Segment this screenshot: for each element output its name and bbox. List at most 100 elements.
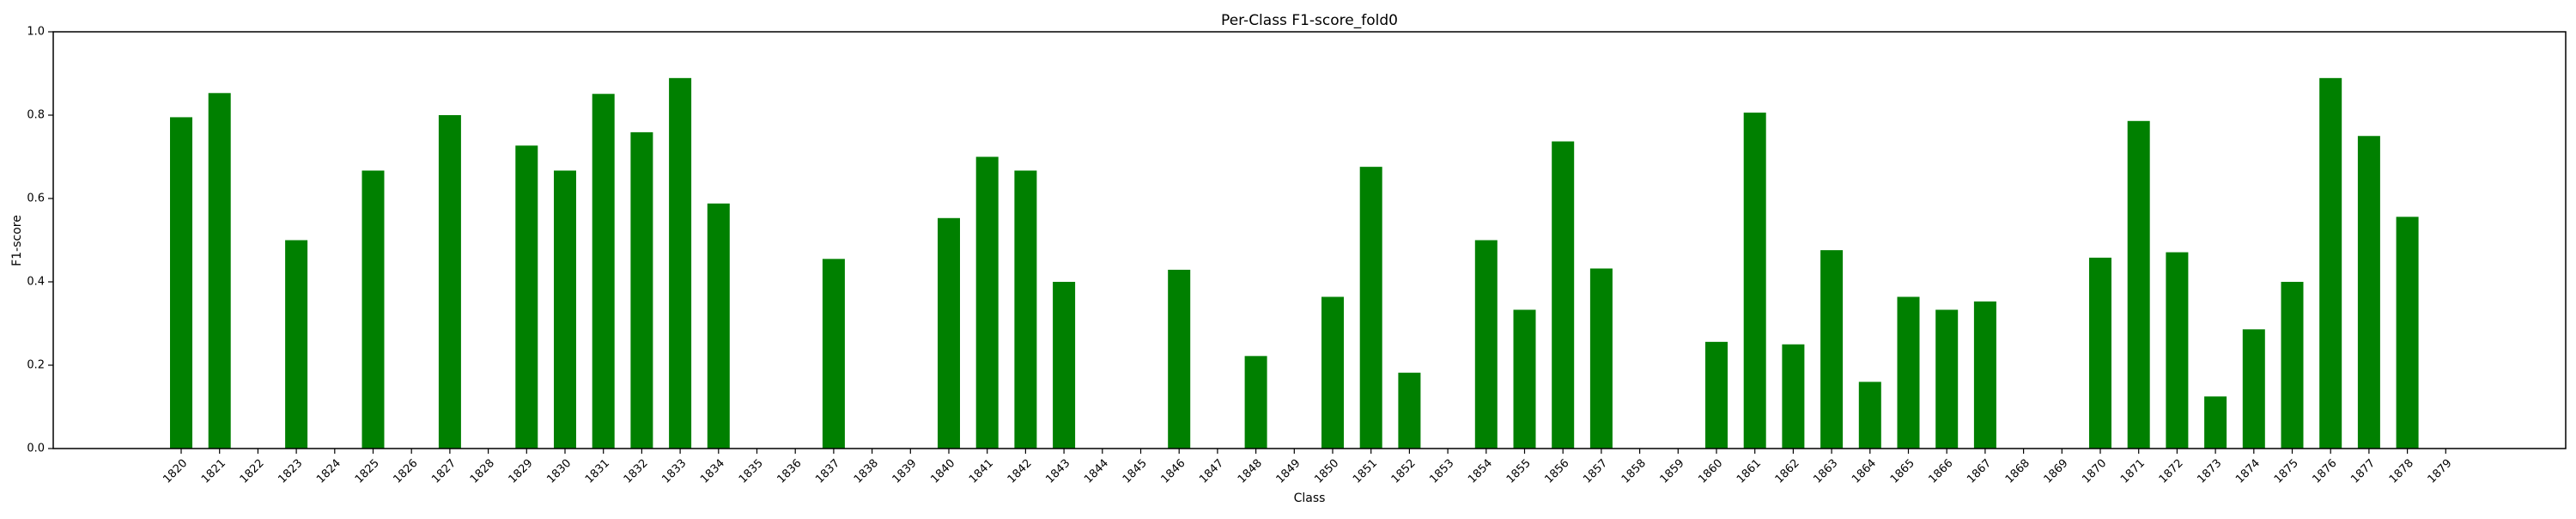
bar-1854 xyxy=(1474,240,1498,449)
bar-1878 xyxy=(2396,217,2419,449)
x-tick-label: 1874 xyxy=(2233,457,2263,486)
bar-1872 xyxy=(2166,252,2189,449)
bar-1863 xyxy=(1820,250,1844,449)
x-tick-label: 1825 xyxy=(353,457,382,486)
bar-1831 xyxy=(592,94,615,449)
x-tick-label: 1820 xyxy=(161,457,190,486)
x-tick-label: 1844 xyxy=(1082,457,1111,486)
bar-1827 xyxy=(438,115,461,449)
bar-1862 xyxy=(1782,344,1805,449)
x-tick-label: 1846 xyxy=(1158,457,1188,486)
x-tick-label: 1822 xyxy=(238,457,267,486)
x-tick-label: 1861 xyxy=(1735,457,1764,486)
bar-1876 xyxy=(2319,77,2342,449)
bar-1873 xyxy=(2204,396,2227,449)
x-tick-label: 1826 xyxy=(391,457,420,486)
x-axis-label: Class xyxy=(1294,492,1326,505)
y-tick-label: 0.2 xyxy=(27,359,45,372)
bar-1865 xyxy=(1897,296,1920,449)
x-tick-label: 1868 xyxy=(2003,457,2032,486)
y-axis: 0.0 0.2 0.4 0.6 0.8 1.0 xyxy=(27,26,53,455)
x-tick-label: 1848 xyxy=(1236,457,1265,486)
bar-1837 xyxy=(822,259,845,449)
x-tick-label: 1871 xyxy=(2118,457,2148,486)
x-tick-label: 1869 xyxy=(2042,457,2071,486)
x-tick-label: 1879 xyxy=(2426,457,2455,486)
bar-1820 xyxy=(170,117,192,449)
x-tick-label: 1823 xyxy=(276,457,305,486)
bar-1860 xyxy=(1705,341,1728,449)
bar-1843 xyxy=(1053,282,1076,449)
x-tick-label: 1862 xyxy=(1773,457,1802,486)
x-tick-label: 1860 xyxy=(1696,457,1725,486)
bar-1832 xyxy=(630,131,653,449)
x-axis: 1820 1821 1822 1823 1824 1825 1826 1827 1828 1829… xyxy=(161,449,2455,486)
bar-1840 xyxy=(938,217,960,449)
x-tick-label: 1839 xyxy=(890,457,920,486)
x-tick-label: 1865 xyxy=(1888,457,1917,486)
x-tick-label: 1876 xyxy=(2310,457,2339,486)
y-tick-label: 0.6 xyxy=(27,192,45,205)
bar-1846 xyxy=(1168,269,1191,449)
x-tick-label: 1875 xyxy=(2272,457,2301,486)
x-tick-label: 1841 xyxy=(967,457,996,486)
x-tick-label: 1855 xyxy=(1504,457,1534,486)
x-tick-label: 1849 xyxy=(1274,457,1303,486)
x-tick-label: 1847 xyxy=(1197,457,1226,486)
x-tick-label: 1824 xyxy=(314,457,343,486)
x-tick-label: 1830 xyxy=(544,457,574,486)
x-tick-label: 1852 xyxy=(1389,457,1419,486)
x-tick-label: 1842 xyxy=(1005,457,1035,486)
x-tick-label: 1832 xyxy=(622,457,651,486)
plot-frame xyxy=(52,31,2567,449)
bar-1841 xyxy=(975,156,999,449)
bar-1875 xyxy=(2281,282,2304,449)
x-tick-label: 1863 xyxy=(1811,457,1840,486)
bar-1829 xyxy=(515,145,538,449)
x-tick-label: 1837 xyxy=(813,457,842,486)
y-tick-label: 0.0 xyxy=(27,443,45,455)
bar-1848 xyxy=(1244,356,1267,449)
bar-1855 xyxy=(1513,309,1536,449)
x-tick-label: 1840 xyxy=(928,457,957,486)
bar-1851 xyxy=(1359,167,1382,449)
bar-1877 xyxy=(2357,136,2380,449)
x-tick-label: 1877 xyxy=(2348,457,2378,486)
x-tick-label: 1859 xyxy=(1658,457,1687,486)
x-tick-label: 1851 xyxy=(1351,457,1380,486)
y-tick-label: 0.8 xyxy=(27,109,45,122)
x-tick-label: 1853 xyxy=(1427,457,1456,486)
bar-1864 xyxy=(1858,382,1881,449)
y-tick-label: 0.4 xyxy=(27,276,45,289)
bar-1857 xyxy=(1589,268,1613,449)
x-tick-label: 1856 xyxy=(1542,457,1571,486)
x-tick-label: 1836 xyxy=(775,457,804,486)
x-tick-label: 1827 xyxy=(429,457,459,486)
y-axis-label: F1-score xyxy=(10,215,24,266)
bar-1870 xyxy=(2089,257,2111,449)
bar-1861 xyxy=(1743,113,1766,449)
bar-1874 xyxy=(2242,329,2265,449)
bar-1867 xyxy=(1973,301,1996,449)
x-tick-label: 1821 xyxy=(199,457,228,486)
x-tick-label: 1864 xyxy=(1850,457,1879,486)
bar-1871 xyxy=(2127,120,2150,449)
bar-1830 xyxy=(554,170,576,449)
bar-1823 xyxy=(285,240,308,449)
x-tick-label: 1829 xyxy=(507,457,536,486)
x-tick-label: 1835 xyxy=(737,457,766,486)
bar-1852 xyxy=(1398,372,1421,449)
x-tick-label: 1873 xyxy=(2195,457,2224,486)
bars-layer xyxy=(170,77,2419,449)
x-tick-label: 1831 xyxy=(583,457,612,486)
bar-1821 xyxy=(208,93,231,449)
x-tick-label: 1845 xyxy=(1121,457,1150,486)
bar-1842 xyxy=(1014,170,1037,449)
x-tick-label: 1878 xyxy=(2387,457,2416,486)
x-tick-label: 1870 xyxy=(2080,457,2109,486)
bar-1866 xyxy=(1935,309,1959,449)
x-tick-label: 1857 xyxy=(1581,457,1610,486)
x-tick-label: 1858 xyxy=(1619,457,1649,486)
bar-1834 xyxy=(707,203,730,449)
